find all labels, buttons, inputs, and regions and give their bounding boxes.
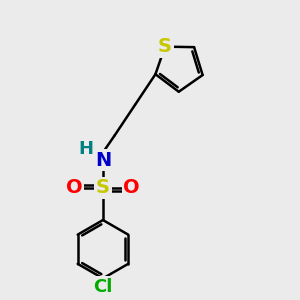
Text: H: H [79, 140, 94, 158]
Text: O: O [66, 178, 83, 197]
Text: Cl: Cl [93, 278, 112, 296]
Text: N: N [95, 151, 111, 170]
Text: S: S [96, 178, 110, 197]
Text: O: O [123, 178, 140, 197]
Text: S: S [158, 37, 172, 56]
